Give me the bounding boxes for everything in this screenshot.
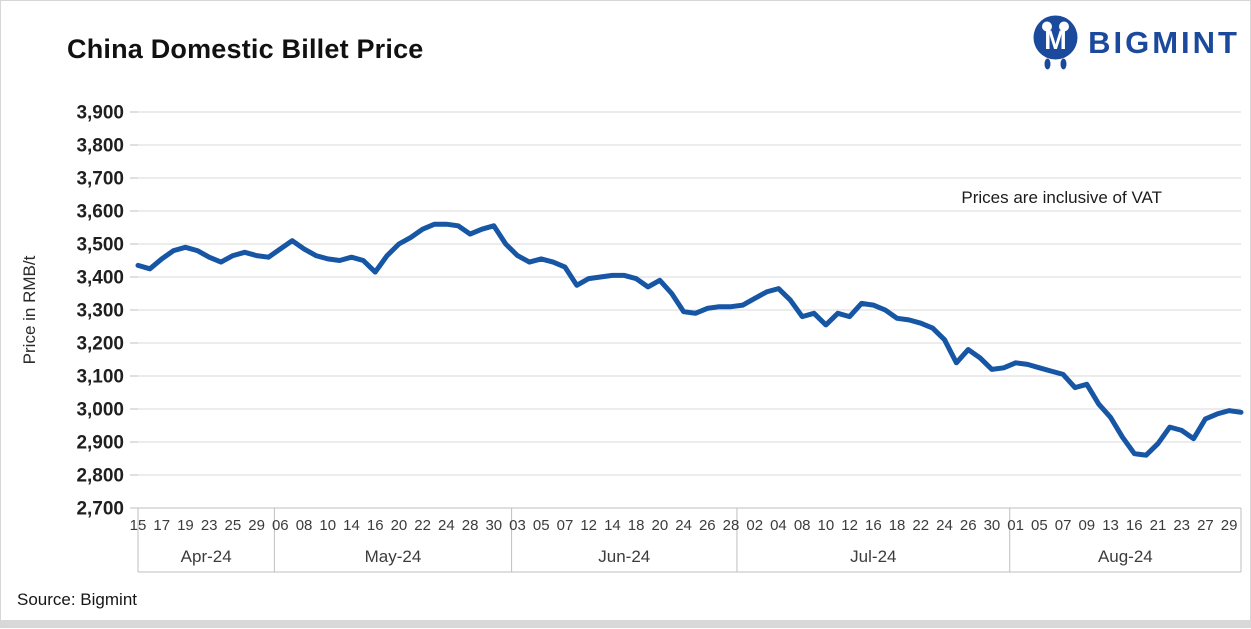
svg-text:23: 23 xyxy=(201,517,218,534)
svg-text:25: 25 xyxy=(225,517,242,534)
svg-text:16: 16 xyxy=(1126,517,1143,534)
svg-text:27: 27 xyxy=(1197,517,1214,534)
svg-text:3,900: 3,900 xyxy=(76,103,124,124)
svg-text:3,700: 3,700 xyxy=(76,169,124,190)
x-axis-day-labels: 15 17 19 23 25 29 06 08 10 14 16 20 22 24 28 30 03 05 07 12… xyxy=(130,517,1238,534)
x-axis-month-labels: Apr-24 May-24 Jun-24 Jul-24 Aug-24 xyxy=(181,547,1153,566)
svg-text:May-24: May-24 xyxy=(365,547,422,566)
svg-text:3,500: 3,500 xyxy=(76,235,124,256)
svg-text:3,400: 3,400 xyxy=(76,268,124,289)
svg-text:05: 05 xyxy=(1031,517,1048,534)
y-axis-title: Price in RMB/t xyxy=(20,255,39,364)
price-line-series xyxy=(135,221,1244,458)
svg-text:22: 22 xyxy=(414,517,431,534)
svg-text:30: 30 xyxy=(485,517,502,534)
svg-text:Jul-24: Jul-24 xyxy=(850,547,896,566)
svg-text:18: 18 xyxy=(628,517,645,534)
svg-text:21: 21 xyxy=(1150,517,1167,534)
y-axis-labels: 2,700 2,800 2,900 3,000 3,100 3,200 3,300 3,400… xyxy=(76,103,124,520)
svg-text:15: 15 xyxy=(130,517,147,534)
svg-text:29: 29 xyxy=(248,517,265,534)
svg-text:06: 06 xyxy=(272,517,289,534)
svg-text:12: 12 xyxy=(580,517,597,534)
svg-text:03: 03 xyxy=(509,517,526,534)
bigmint-logo-text: BIGMINT xyxy=(1088,25,1240,60)
svg-text:24: 24 xyxy=(675,517,692,534)
svg-text:23: 23 xyxy=(1173,517,1190,534)
svg-text:M: M xyxy=(1044,25,1067,55)
svg-text:Apr-24: Apr-24 xyxy=(181,547,232,566)
svg-text:3,200: 3,200 xyxy=(76,334,124,355)
svg-text:05: 05 xyxy=(533,517,550,534)
bottom-edge-strip xyxy=(1,620,1250,627)
svg-text:18: 18 xyxy=(889,517,906,534)
svg-text:08: 08 xyxy=(296,517,313,534)
svg-text:20: 20 xyxy=(652,517,669,534)
svg-text:28: 28 xyxy=(723,517,740,534)
svg-text:14: 14 xyxy=(604,517,621,534)
svg-text:26: 26 xyxy=(960,517,977,534)
svg-text:2,700: 2,700 xyxy=(76,499,124,520)
page-title: China Domestic Billet Price xyxy=(67,34,424,64)
svg-text:26: 26 xyxy=(699,517,716,534)
vat-annotation: Prices are inclusive of VAT xyxy=(961,188,1162,207)
svg-text:10: 10 xyxy=(818,517,835,534)
svg-text:3,100: 3,100 xyxy=(76,367,124,388)
svg-text:22: 22 xyxy=(912,517,929,534)
svg-text:24: 24 xyxy=(936,517,953,534)
svg-text:2,900: 2,900 xyxy=(76,433,124,454)
svg-text:16: 16 xyxy=(865,517,882,534)
svg-text:30: 30 xyxy=(984,517,1001,534)
svg-text:3,600: 3,600 xyxy=(76,202,124,223)
svg-text:20: 20 xyxy=(391,517,408,534)
source-note: Source: Bigmint xyxy=(17,590,137,609)
x-axis xyxy=(137,508,1242,573)
svg-text:04: 04 xyxy=(770,517,787,534)
svg-text:16: 16 xyxy=(367,517,384,534)
svg-text:2,800: 2,800 xyxy=(76,466,124,487)
bigmint-logo: M BIGMINT xyxy=(1032,14,1240,72)
svg-text:10: 10 xyxy=(319,517,336,534)
svg-text:12: 12 xyxy=(841,517,858,534)
svg-text:13: 13 xyxy=(1102,517,1119,534)
svg-text:02: 02 xyxy=(746,517,763,534)
svg-text:07: 07 xyxy=(1055,517,1072,534)
svg-text:19: 19 xyxy=(177,517,194,534)
svg-text:09: 09 xyxy=(1078,517,1095,534)
svg-text:08: 08 xyxy=(794,517,811,534)
svg-text:Jun-24: Jun-24 xyxy=(598,547,650,566)
svg-text:Aug-24: Aug-24 xyxy=(1098,547,1153,566)
svg-text:14: 14 xyxy=(343,517,360,534)
svg-text:01: 01 xyxy=(1007,517,1024,534)
svg-text:29: 29 xyxy=(1221,517,1238,534)
svg-text:07: 07 xyxy=(557,517,574,534)
svg-text:17: 17 xyxy=(153,517,170,534)
svg-text:3,300: 3,300 xyxy=(76,301,124,322)
svg-text:3,800: 3,800 xyxy=(76,136,124,157)
svg-text:24: 24 xyxy=(438,517,455,534)
bigmint-logo-icon: M xyxy=(1033,15,1078,70)
svg-text:3,000: 3,000 xyxy=(76,400,124,421)
svg-text:28: 28 xyxy=(462,517,479,534)
